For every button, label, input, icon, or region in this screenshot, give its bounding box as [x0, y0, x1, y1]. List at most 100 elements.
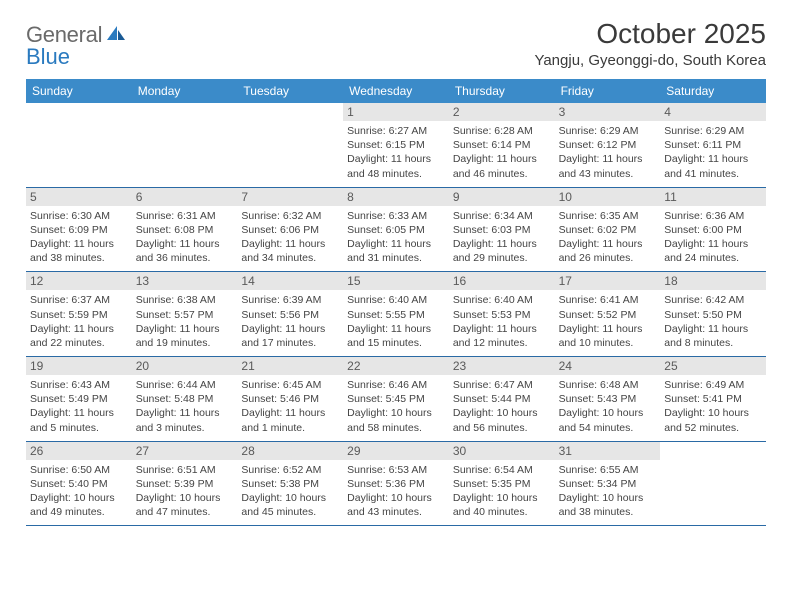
day-info: Sunrise: 6:48 AMSunset: 5:43 PMDaylight:…	[559, 378, 656, 435]
calendar-cell: 1Sunrise: 6:27 AMSunset: 6:15 PMDaylight…	[343, 103, 449, 187]
calendar-cell: 7Sunrise: 6:32 AMSunset: 6:06 PMDaylight…	[237, 188, 343, 272]
calendar-cell: 28Sunrise: 6:52 AMSunset: 5:38 PMDayligh…	[237, 442, 343, 526]
calendar-week: 12Sunrise: 6:37 AMSunset: 5:59 PMDayligh…	[26, 272, 766, 357]
day-number: 29	[343, 442, 449, 460]
sunset-line: Sunset: 5:38 PM	[241, 477, 338, 491]
daylight-line: Daylight: 11 hours and 12 minutes.	[453, 322, 550, 350]
sunset-line: Sunset: 5:40 PM	[30, 477, 127, 491]
sunrise-line: Sunrise: 6:48 AM	[559, 378, 656, 392]
calendar-cell: 8Sunrise: 6:33 AMSunset: 6:05 PMDaylight…	[343, 188, 449, 272]
daylight-line: Daylight: 10 hours and 40 minutes.	[453, 491, 550, 519]
calendar-cell: 21Sunrise: 6:45 AMSunset: 5:46 PMDayligh…	[237, 357, 343, 441]
day-info: Sunrise: 6:55 AMSunset: 5:34 PMDaylight:…	[559, 463, 656, 520]
calendar-cell: 23Sunrise: 6:47 AMSunset: 5:44 PMDayligh…	[449, 357, 555, 441]
sunset-line: Sunset: 5:44 PM	[453, 392, 550, 406]
daylight-line: Daylight: 10 hours and 45 minutes.	[241, 491, 338, 519]
day-number: 26	[26, 442, 132, 460]
calendar-cell: 9 Sunrise: 6:34 AMSunset: 6:03 PMDaylight…	[449, 188, 555, 272]
calendar-cell: 18Sunrise: 6:42 AMSunset: 5:50 PMDayligh…	[660, 272, 766, 356]
sunrise-line: Sunrise: 6:54 AM	[453, 463, 550, 477]
sunrise-line: Sunrise: 6:31 AM	[136, 209, 233, 223]
sunrise-line: Sunrise: 6:29 AM	[559, 124, 656, 138]
sunset-line: Sunset: 5:36 PM	[347, 477, 444, 491]
day-info: Sunrise: 6:30 AMSunset: 6:09 PMDaylight:…	[30, 209, 127, 266]
daylight-line: Daylight: 11 hours and 48 minutes.	[347, 152, 444, 180]
day-info: Sunrise: 6:46 AMSunset: 5:45 PMDaylight:…	[347, 378, 444, 435]
header: General October 2025 Yangju, Gyeonggi-do…	[26, 18, 766, 69]
day-info: Sunrise: 6:28 AMSunset: 6:14 PMDaylight:…	[453, 124, 550, 181]
calendar-cell: 12Sunrise: 6:37 AMSunset: 5:59 PMDayligh…	[26, 272, 132, 356]
sunrise-line: Sunrise: 6:39 AM	[241, 293, 338, 307]
month-title: October 2025	[534, 18, 766, 50]
daylight-line: Daylight: 11 hours and 1 minute.	[241, 406, 338, 434]
day-info: Sunrise: 6:40 AMSunset: 5:55 PMDaylight:…	[347, 293, 444, 350]
calendar-cell: 6Sunrise: 6:31 AMSunset: 6:08 PMDaylight…	[132, 188, 238, 272]
dayname: Thursday	[449, 79, 555, 103]
sunset-line: Sunset: 6:12 PM	[559, 138, 656, 152]
daylight-line: Daylight: 11 hours and 43 minutes.	[559, 152, 656, 180]
day-number: 1	[343, 103, 449, 121]
daylight-line: Daylight: 11 hours and 34 minutes.	[241, 237, 338, 265]
dayname: Friday	[555, 79, 661, 103]
day-number: 16	[449, 272, 555, 290]
calendar-cell: 3 Sunrise: 6:29 AMSunset: 6:12 PMDaylight…	[555, 103, 661, 187]
daylight-line: Daylight: 11 hours and 38 minutes.	[30, 237, 127, 265]
sunset-line: Sunset: 6:08 PM	[136, 223, 233, 237]
sunset-line: Sunset: 5:50 PM	[664, 308, 761, 322]
day-number: 9	[449, 188, 555, 206]
day-number: 3	[555, 103, 661, 121]
sunrise-line: Sunrise: 6:46 AM	[347, 378, 444, 392]
day-number: 31	[555, 442, 661, 460]
day-info: Sunrise: 6:32 AMSunset: 6:06 PMDaylight:…	[241, 209, 338, 266]
daylight-line: Daylight: 10 hours and 47 minutes.	[136, 491, 233, 519]
calendar-week: 19Sunrise: 6:43 AMSunset: 5:49 PMDayligh…	[26, 357, 766, 442]
day-number: 22	[343, 357, 449, 375]
sunrise-line: Sunrise: 6:34 AM	[453, 209, 550, 223]
dayname: Wednesday	[343, 79, 449, 103]
sunrise-line: Sunrise: 6:49 AM	[664, 378, 761, 392]
sunset-line: Sunset: 5:48 PM	[136, 392, 233, 406]
day-info: Sunrise: 6:38 AMSunset: 5:57 PMDaylight:…	[136, 293, 233, 350]
dayname-row: SundayMondayTuesdayWednesdayThursdayFrid…	[26, 79, 766, 103]
calendar-cell: 5 Sunrise: 6:30 AMSunset: 6:09 PMDaylight…	[26, 188, 132, 272]
day-info: Sunrise: 6:36 AMSunset: 6:00 PMDaylight:…	[664, 209, 761, 266]
sunset-line: Sunset: 6:05 PM	[347, 223, 444, 237]
sunset-line: Sunset: 6:14 PM	[453, 138, 550, 152]
day-info: Sunrise: 6:43 AMSunset: 5:49 PMDaylight:…	[30, 378, 127, 435]
calendar-cell: 4Sunrise: 6:29 AMSunset: 6:11 PMDaylight…	[660, 103, 766, 187]
daylight-line: Daylight: 11 hours and 22 minutes.	[30, 322, 127, 350]
calendar-cell: 29Sunrise: 6:53 AMSunset: 5:36 PMDayligh…	[343, 442, 449, 526]
day-info: Sunrise: 6:33 AMSunset: 6:05 PMDaylight:…	[347, 209, 444, 266]
day-info: Sunrise: 6:39 AMSunset: 5:56 PMDaylight:…	[241, 293, 338, 350]
daylight-line: Daylight: 10 hours and 43 minutes.	[347, 491, 444, 519]
sunset-line: Sunset: 5:34 PM	[559, 477, 656, 491]
day-number: 5	[26, 188, 132, 206]
sunrise-line: Sunrise: 6:32 AM	[241, 209, 338, 223]
sunset-line: Sunset: 6:00 PM	[664, 223, 761, 237]
dayname: Saturday	[660, 79, 766, 103]
location: Yangju, Gyeonggi-do, South Korea	[534, 52, 766, 69]
sunrise-line: Sunrise: 6:55 AM	[559, 463, 656, 477]
daylight-line: Daylight: 11 hours and 10 minutes.	[559, 322, 656, 350]
day-info: Sunrise: 6:45 AMSunset: 5:46 PMDaylight:…	[241, 378, 338, 435]
calendar-cell: 25Sunrise: 6:49 AMSunset: 5:41 PMDayligh…	[660, 357, 766, 441]
logo-blue-wrap: Blue	[26, 44, 70, 70]
calendar-cell: 15Sunrise: 6:40 AMSunset: 5:55 PMDayligh…	[343, 272, 449, 356]
sunrise-line: Sunrise: 6:42 AM	[664, 293, 761, 307]
day-info: Sunrise: 6:40 AMSunset: 5:53 PMDaylight:…	[453, 293, 550, 350]
sunset-line: Sunset: 6:09 PM	[30, 223, 127, 237]
calendar-week: 5 Sunrise: 6:30 AMSunset: 6:09 PMDaylight…	[26, 188, 766, 273]
sunset-line: Sunset: 5:57 PM	[136, 308, 233, 322]
daylight-line: Daylight: 11 hours and 29 minutes.	[453, 237, 550, 265]
daylight-line: Daylight: 11 hours and 31 minutes.	[347, 237, 444, 265]
daylight-line: Daylight: 10 hours and 49 minutes.	[30, 491, 127, 519]
day-info: Sunrise: 6:34 AMSunset: 6:03 PMDaylight:…	[453, 209, 550, 266]
sunrise-line: Sunrise: 6:33 AM	[347, 209, 444, 223]
daylight-line: Daylight: 11 hours and 15 minutes.	[347, 322, 444, 350]
sunrise-line: Sunrise: 6:35 AM	[559, 209, 656, 223]
day-number: 28	[237, 442, 343, 460]
sunset-line: Sunset: 5:35 PM	[453, 477, 550, 491]
day-number: 2	[449, 103, 555, 121]
calendar-cell-empty	[237, 103, 343, 187]
day-number: 12	[26, 272, 132, 290]
